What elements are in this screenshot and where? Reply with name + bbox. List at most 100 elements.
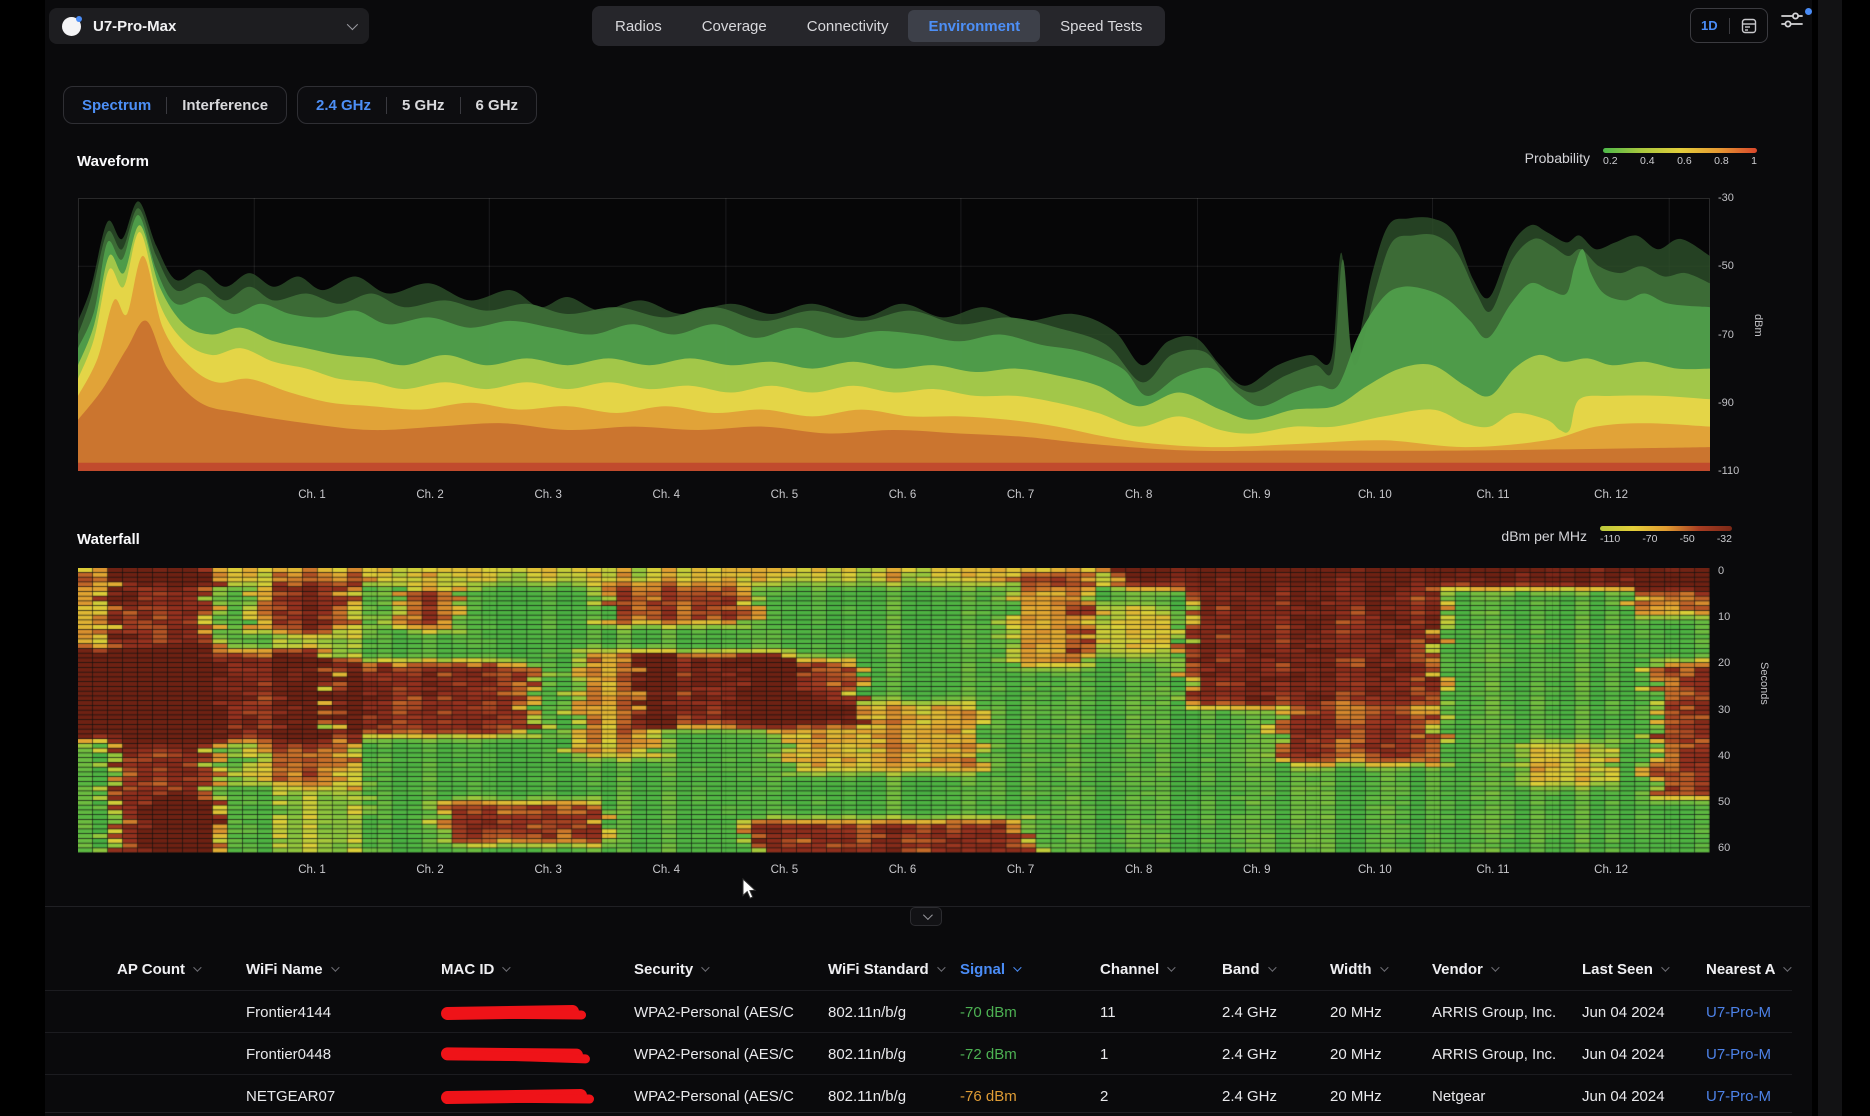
y-tick: -70: [1718, 328, 1734, 341]
cell-vendor: ARRIS Group, Inc.: [1432, 1003, 1557, 1021]
cell-nearest[interactable]: U7-Pro-M: [1706, 1045, 1772, 1063]
cell-last-seen: Jun 04 2024: [1582, 1003, 1665, 1021]
channel-label: Ch. 5: [770, 864, 799, 876]
column-header-channel[interactable]: Channel: [1100, 948, 1176, 990]
sort-chevron-icon: [701, 963, 710, 972]
section-tabs: Radios Coverage Connectivity Environment Spe…: [592, 6, 1166, 46]
cell-signal: -76 dBm: [960, 1087, 1017, 1105]
y-tick: -110: [1718, 465, 1740, 477]
waterfall-y-unit: Seconds: [1758, 662, 1770, 705]
channel-label: Ch. 6: [888, 864, 917, 876]
cell-width: 20 MHz: [1330, 1087, 1382, 1105]
y-tick: 0: [1718, 565, 1725, 577]
band-switch: 2.4 GHz 5 GHz 6 GHz: [297, 86, 538, 124]
display-options-button[interactable]: [1781, 8, 1813, 40]
probability-legend: Probability 0.2 0.4 0.6 0.8 1: [1525, 148, 1757, 167]
mode-switch: Spectrum Interference: [63, 86, 288, 124]
channel-label: Ch. 12: [1594, 864, 1629, 876]
mode-interference[interactable]: Interference: [182, 96, 269, 114]
legend-tick: -50: [1679, 533, 1695, 545]
report-view-icon[interactable]: [1741, 18, 1757, 34]
sort-chevron-icon: [1013, 963, 1022, 972]
redacted-mac: [440, 1004, 580, 1020]
device-selector[interactable]: U7-Pro-Max: [49, 8, 369, 44]
cell-wifi-name: Frontier4144: [246, 1003, 332, 1021]
dbm-legend: dBm per MHz -110 -70 -50 -32: [1501, 526, 1732, 545]
legend-tick: 0.4: [1640, 155, 1655, 167]
cell-wifi-standard: 802.11n/b/g: [828, 1087, 907, 1105]
y-tick: 20: [1718, 657, 1731, 670]
channel-label: Ch. 11: [1476, 489, 1510, 501]
channel-label: Ch. 6: [888, 489, 917, 501]
scrollbar[interactable]: [1818, 0, 1842, 1116]
cell-width: 20 MHz: [1330, 1045, 1382, 1063]
channel-label: Ch. 5: [770, 489, 799, 501]
waveform-channel-axis: Ch. 1 Ch. 2 Ch. 3 Ch. 4 Ch. 5 Ch. 6 Ch. 7 Ch. 8…: [78, 489, 1710, 503]
band-2-4-ghz[interactable]: 2.4 GHz: [316, 96, 372, 114]
cell-security: WPA2-Personal (AES/C: [634, 1087, 794, 1105]
sort-chevron-icon: [1167, 963, 1176, 972]
dbm-legend-label: dBm per MHz: [1501, 527, 1587, 544]
view-toggle-group: 1D: [1690, 8, 1768, 43]
column-header-nearest[interactable]: Nearest A: [1706, 948, 1792, 990]
cell-wifi-name: NETGEAR07: [246, 1087, 336, 1105]
legend-tick: -70: [1642, 533, 1658, 545]
neighboring-ap-table: AP Count WiFi Name MAC ID Security WiFi Stan…: [45, 948, 1792, 1116]
column-header-wifi-name[interactable]: WiFi Name: [246, 948, 340, 990]
column-header-mac-id[interactable]: MAC ID: [441, 948, 511, 990]
tab-speed-tests[interactable]: Speed Tests: [1060, 17, 1143, 35]
column-header-ap-count[interactable]: AP Count: [117, 948, 202, 990]
sort-chevron-icon: [1661, 963, 1670, 972]
waterfall-title: Waterfall: [77, 531, 140, 548]
band-5-ghz[interactable]: 5 GHz: [402, 96, 445, 114]
column-header-security[interactable]: Security: [634, 948, 710, 990]
channel-label: Ch. 4: [652, 489, 681, 501]
channel-label: Ch. 3: [534, 864, 562, 876]
tab-connectivity[interactable]: Connectivity: [806, 17, 889, 35]
waveform-layer-noise-floor: [78, 462, 1710, 471]
column-header-vendor[interactable]: Vendor: [1432, 948, 1500, 990]
view-1d-button[interactable]: 1D: [1701, 18, 1718, 33]
cell-vendor: ARRIS Group, Inc.: [1432, 1045, 1557, 1063]
mode-spectrum[interactable]: Spectrum: [82, 96, 152, 114]
cell-last-seen: Jun 04 2024: [1582, 1045, 1665, 1063]
table-row[interactable]: NETGEAR07 WPA2-Personal (AES/C 802.11n/b/g…: [45, 1074, 1792, 1116]
table-row[interactable]: Frontier4144 WPA2-Personal (AES/C 802.11n/…: [45, 990, 1792, 1032]
band-6-ghz[interactable]: 6 GHz: [475, 96, 519, 114]
y-tick: -50: [1718, 260, 1734, 273]
sort-chevron-icon: [330, 963, 340, 972]
table-row[interactable]: Frontier0448 WPA2-Personal (AES/C 802.11n/…: [45, 1032, 1792, 1074]
waterfall-chart[interactable]: [78, 568, 1710, 853]
cell-security: WPA2-Personal (AES/C: [634, 1045, 794, 1063]
legend-tick: 0.6: [1677, 155, 1692, 167]
redacted-mac: [440, 1088, 588, 1104]
channel-label: Ch. 10: [1357, 489, 1392, 501]
cell-wifi-standard: 802.11n/b/g: [828, 1003, 907, 1021]
channel-label: Ch. 9: [1243, 864, 1271, 876]
channel-label: Ch. 2: [416, 864, 444, 876]
page-left-margin: [0, 0, 45, 1116]
column-header-band[interactable]: Band: [1222, 948, 1277, 990]
cell-nearest[interactable]: U7-Pro-M: [1706, 1087, 1772, 1105]
tab-radios[interactable]: Radios: [615, 17, 662, 35]
channel-label: Ch. 12: [1594, 489, 1629, 501]
sort-chevron-icon: [1379, 963, 1389, 972]
channel-label: Ch. 11: [1476, 864, 1510, 876]
column-header-last-seen[interactable]: Last Seen: [1582, 948, 1670, 990]
cell-channel: 2: [1100, 1087, 1109, 1105]
divider: [459, 96, 461, 114]
legend-tick: 1: [1751, 155, 1757, 167]
waveform-chart[interactable]: [78, 198, 1710, 472]
y-tick: 40: [1718, 749, 1731, 762]
sort-chevron-icon: [1783, 963, 1792, 972]
cell-nearest[interactable]: U7-Pro-M: [1706, 1003, 1772, 1021]
tab-environment[interactable]: Environment: [908, 10, 1041, 42]
collapse-table-button[interactable]: [910, 907, 942, 926]
column-header-wifi-standard[interactable]: WiFi Standard: [828, 948, 946, 990]
sort-chevron-icon: [502, 963, 511, 972]
tab-coverage[interactable]: Coverage: [701, 17, 767, 35]
chevron-down-icon: [922, 910, 933, 921]
channel-label: Ch. 8: [1124, 864, 1153, 876]
column-header-signal[interactable]: Signal: [960, 948, 1022, 990]
column-header-width[interactable]: Width: [1330, 948, 1389, 990]
